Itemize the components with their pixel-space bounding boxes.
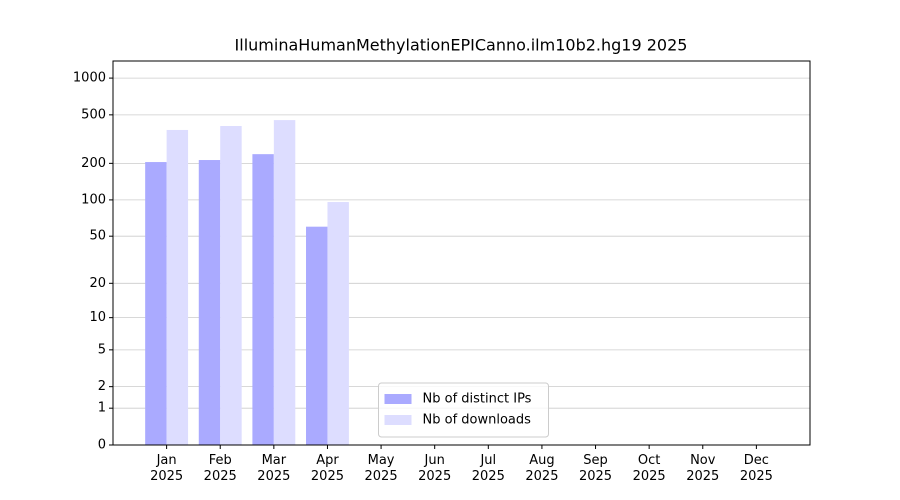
x-tick-label: Jul 2025 <box>471 453 505 484</box>
y-tick-label: 200 <box>81 156 106 171</box>
bar <box>198 160 221 446</box>
x-tick-label: Jun 2025 <box>418 453 452 484</box>
legend-swatch <box>384 394 412 404</box>
bar <box>252 154 274 445</box>
x-tick-label: Jan 2025 <box>150 453 184 484</box>
y-tick-label: 1 <box>98 401 106 416</box>
x-tick-label: Oct 2025 <box>632 453 666 484</box>
legend: Nb of distinct IPs Nb of downloads <box>378 382 549 438</box>
y-tick-label: 10 <box>89 310 106 325</box>
bar <box>273 120 296 446</box>
x-tick-label: Mar 2025 <box>257 453 291 484</box>
x-tick-label: Sep 2025 <box>578 453 613 484</box>
legend-label: Nb of downloads <box>423 413 532 428</box>
chart-title: IlluminaHumanMethylationEPICanno.ilm10b2… <box>235 36 688 55</box>
bar <box>220 126 242 445</box>
legend-swatch <box>384 415 412 425</box>
x-tick-label: Aug 2025 <box>525 453 559 484</box>
bar <box>145 162 167 445</box>
y-tick-label: 1000 <box>73 71 106 86</box>
x-tick-label: Nov 2025 <box>686 453 720 484</box>
legend-frame <box>378 382 549 438</box>
bar <box>306 226 328 445</box>
x-tick-label: May 2025 <box>364 453 398 484</box>
bar <box>327 202 349 445</box>
y-tick-label: 0 <box>98 438 106 453</box>
plot-frame <box>112 60 811 446</box>
x-tick-label: Dec 2025 <box>739 453 773 484</box>
y-tick-label: 20 <box>89 276 106 291</box>
y-tick-label: 100 <box>81 192 106 207</box>
y-tick-label: 2 <box>98 379 106 394</box>
y-tick-label: 50 <box>89 229 106 244</box>
y-tick-label: 5 <box>98 342 106 357</box>
x-tick-label: Feb 2025 <box>203 453 237 484</box>
x-tick-label: Apr 2025 <box>310 453 344 484</box>
bar <box>166 129 189 446</box>
y-tick-label: 500 <box>81 107 106 122</box>
legend-label: Nb of distinct IPs <box>423 392 532 407</box>
